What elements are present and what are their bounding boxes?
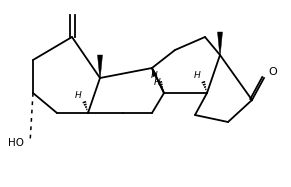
Text: HO: HO xyxy=(8,138,24,148)
Text: H: H xyxy=(154,77,160,87)
Polygon shape xyxy=(152,68,157,77)
Polygon shape xyxy=(217,32,223,55)
Text: H: H xyxy=(74,91,81,99)
Text: O: O xyxy=(268,67,277,77)
Polygon shape xyxy=(97,55,102,78)
Text: H: H xyxy=(194,70,200,79)
Text: H: H xyxy=(151,70,157,79)
